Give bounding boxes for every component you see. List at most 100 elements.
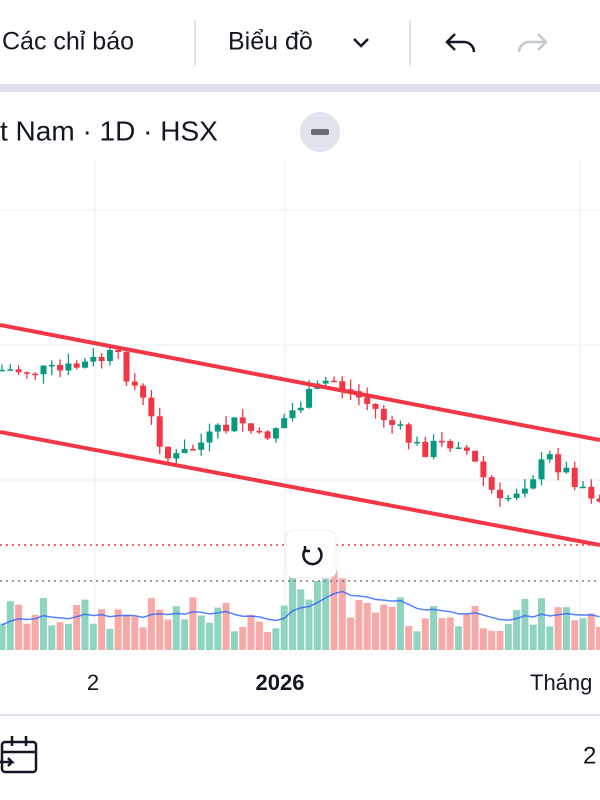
candle-body <box>472 450 479 462</box>
volume-bar <box>363 602 371 650</box>
volume-bar <box>89 623 97 650</box>
candle-body <box>40 365 47 375</box>
candle-body <box>331 380 337 383</box>
volume-bar <box>214 607 222 650</box>
channel-upper <box>0 323 600 442</box>
chevron-icon <box>353 38 369 48</box>
volume-bar <box>264 631 272 650</box>
candle-body <box>165 446 171 459</box>
candle-body <box>23 372 30 374</box>
reset-button[interactable] <box>285 529 337 579</box>
volume-bar <box>347 617 355 650</box>
candle-body <box>505 497 512 500</box>
channel-lower <box>0 430 600 547</box>
volume-bar <box>114 609 122 650</box>
volume-bar <box>562 607 570 650</box>
candle-body <box>339 381 346 390</box>
volume-bar <box>496 630 504 650</box>
volume-bar <box>172 606 180 650</box>
candle-body <box>438 440 445 443</box>
volume-bar <box>147 598 155 650</box>
indicators-button[interactable]: Các chỉ báo <box>2 28 134 56</box>
volume-bar <box>587 613 595 650</box>
time-label: 2026 <box>256 670 305 695</box>
volume-bar <box>280 605 288 650</box>
volume-bar <box>98 609 106 650</box>
volume-bar <box>488 630 496 650</box>
volume-bar <box>421 618 429 650</box>
volume-bar <box>164 619 172 650</box>
time-label: 2 <box>87 670 99 695</box>
volume-bar <box>31 614 39 650</box>
volume-bar <box>313 580 321 650</box>
candle-body <box>123 351 130 382</box>
volume-bar <box>131 616 139 650</box>
volume-bar <box>15 604 23 650</box>
footer-label: 2 <box>583 742 596 769</box>
volume-bar <box>355 599 363 650</box>
candle-body <box>57 364 64 371</box>
candle-body <box>480 461 487 478</box>
candle-body <box>455 447 462 449</box>
volume-bar <box>181 619 189 650</box>
volume-bar <box>0 623 6 650</box>
redo-button[interactable] <box>517 33 548 53</box>
volume-bar <box>338 578 346 650</box>
volume-bar <box>189 597 197 650</box>
volume-bar <box>396 597 404 650</box>
volume-bar <box>305 599 313 650</box>
candle-body <box>405 424 412 443</box>
volume-bar <box>56 622 64 650</box>
date-range-button[interactable] <box>0 736 38 774</box>
volume-bar <box>438 618 446 650</box>
candle-body <box>131 381 138 386</box>
candle-body <box>521 488 528 494</box>
candle-body <box>264 431 271 439</box>
candle-body <box>289 410 296 419</box>
candle-body <box>497 489 503 499</box>
volume-bar <box>73 604 81 650</box>
candle-body <box>32 373 39 376</box>
candle-body <box>106 350 113 361</box>
volume-bar <box>6 601 14 650</box>
candle-body <box>364 397 371 404</box>
candle-body <box>98 357 105 361</box>
volume-bar <box>23 623 31 650</box>
volume-bar <box>40 598 47 650</box>
volume-bar <box>455 626 462 650</box>
candle-body <box>48 364 55 367</box>
candle-body <box>256 430 263 433</box>
candle-body <box>380 408 387 421</box>
volume-bar <box>139 627 147 650</box>
volume-ma-line <box>1 590 600 626</box>
candle-body <box>513 493 520 498</box>
volume-bar <box>571 620 579 650</box>
volume-bar <box>239 626 247 650</box>
volume-bar <box>230 631 238 650</box>
candle-body <box>563 467 570 473</box>
volume-bar <box>463 614 471 650</box>
volume-bar <box>106 628 114 650</box>
volume-bar <box>81 599 89 650</box>
minus-icon <box>311 129 329 135</box>
volume-bar <box>289 569 296 650</box>
volume-bar <box>156 609 164 650</box>
volume-bar <box>247 614 255 650</box>
undo-button[interactable] <box>445 33 476 53</box>
volume-bar <box>596 627 600 650</box>
volume-bar <box>123 614 130 650</box>
chart-type-button[interactable]: Biểu đồ <box>228 28 313 56</box>
candle-body <box>198 442 205 450</box>
volume-bar <box>479 628 487 650</box>
volume-bar <box>538 598 545 650</box>
candle-body <box>173 453 180 459</box>
candle-body <box>430 440 437 457</box>
volume-bar <box>372 612 379 650</box>
candle-body <box>447 441 454 449</box>
volume-bar <box>529 624 537 650</box>
candle-body <box>530 479 537 489</box>
volume-bar <box>579 618 587 650</box>
candle-body <box>148 397 155 417</box>
